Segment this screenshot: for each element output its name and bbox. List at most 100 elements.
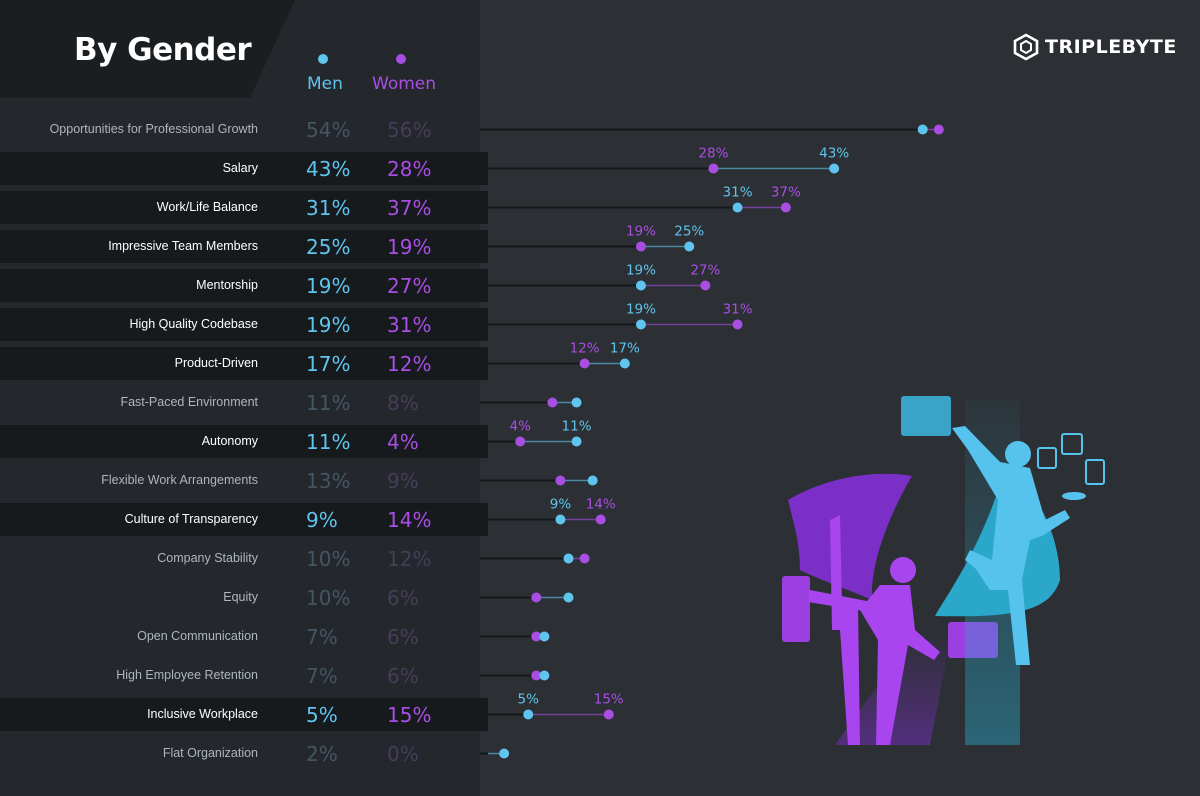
- table-row: Fast-Paced Environment 11% 8%: [0, 386, 488, 419]
- row-label: Fast-Paced Environment: [120, 395, 258, 409]
- women-value: 0%: [387, 742, 419, 766]
- women-value: 8%: [387, 391, 419, 415]
- table-row: Culture of Transparency 9% 14%: [0, 503, 488, 536]
- men-dot: [539, 631, 550, 642]
- brand-name: TRIPLEBYTE: [1045, 36, 1177, 58]
- row-list: Opportunities for Professional Growth 54%…: [0, 0, 488, 766]
- women-data-label: 37%: [771, 185, 801, 201]
- women-value: 37%: [387, 196, 432, 220]
- women-dot: [515, 436, 526, 447]
- men-value: 10%: [306, 586, 351, 610]
- row-label: Inclusive Workplace: [147, 707, 258, 721]
- illustration: [782, 396, 1105, 745]
- women-dot: [531, 670, 542, 681]
- women-dot: [708, 163, 719, 174]
- women-dot: [635, 241, 646, 252]
- table-row: Company Stability 10% 12%: [0, 542, 488, 575]
- women-value: 14%: [387, 508, 432, 532]
- table-row: Flat Organization 2% 0%: [0, 737, 488, 770]
- table-row: Impressive Team Members 25% 19%: [0, 230, 488, 263]
- women-data-label: 14%: [586, 497, 616, 513]
- women-dot: [700, 280, 711, 291]
- men-value: 5%: [306, 703, 338, 727]
- women-value: 15%: [387, 703, 432, 727]
- women-value: 19%: [387, 235, 432, 259]
- row-label: High Employee Retention: [116, 668, 258, 682]
- women-dot: [531, 592, 542, 603]
- men-value: 25%: [306, 235, 351, 259]
- legend-men-label: Men: [307, 74, 343, 94]
- row-label: Equity: [223, 590, 258, 604]
- men-dot: [587, 475, 598, 486]
- row-label: High Quality Codebase: [129, 317, 258, 331]
- women-value: 31%: [387, 313, 432, 337]
- row-label: Open Communication: [137, 629, 258, 643]
- table-row: High Employee Retention 7% 6%: [0, 659, 488, 692]
- table-row: Mentorship 19% 27%: [0, 269, 488, 302]
- women-value: 12%: [387, 547, 432, 571]
- table-row: Open Communication 7% 6%: [0, 620, 488, 653]
- men-value: 9%: [306, 508, 338, 532]
- page-title: By Gender: [74, 32, 252, 68]
- men-dot: [563, 553, 574, 564]
- men-data-label: 19%: [626, 263, 656, 279]
- row-label: Impressive Team Members: [108, 239, 258, 253]
- row-label: Salary: [222, 161, 258, 175]
- women-dot: [547, 397, 558, 408]
- women-data-label: 15%: [594, 692, 624, 708]
- row-label: Company Stability: [157, 551, 258, 565]
- row-label: Autonomy: [201, 434, 258, 448]
- brand-logo: TRIPLEBYTE: [1013, 32, 1177, 62]
- men-value: 10%: [306, 547, 351, 571]
- legend-men-dot: [318, 54, 328, 64]
- men-dot: [635, 319, 646, 330]
- triplebyte-icon: [1013, 33, 1039, 61]
- men-data-label: 11%: [562, 419, 592, 435]
- women-value: 6%: [387, 586, 419, 610]
- women-value: 6%: [387, 664, 419, 688]
- men-data-label: 9%: [550, 497, 572, 513]
- table-row: Work/Life Balance 31% 37%: [0, 191, 488, 224]
- row-label: Flat Organization: [162, 746, 258, 760]
- women-dot: [732, 319, 743, 330]
- women-dot: [579, 358, 590, 369]
- men-value: 7%: [306, 664, 338, 688]
- row-label: Opportunities for Professional Growth: [49, 122, 258, 136]
- men-dot: [571, 436, 582, 447]
- men-dot: [523, 709, 534, 720]
- header-band: [0, 0, 295, 98]
- men-dot: [571, 397, 582, 408]
- women-value: 9%: [387, 469, 419, 493]
- women-dot: [603, 709, 614, 720]
- men-value: 13%: [306, 469, 351, 493]
- men-data-label: 43%: [819, 146, 849, 162]
- women-value: 12%: [387, 352, 432, 376]
- table-panel: [0, 0, 480, 796]
- row-label: Mentorship: [196, 278, 258, 292]
- row-label: Work/Life Balance: [156, 200, 258, 214]
- men-value: 2%: [306, 742, 338, 766]
- men-dot: [563, 592, 574, 603]
- table-row: Inclusive Workplace 5% 15%: [0, 698, 488, 731]
- women-value: 28%: [387, 157, 432, 181]
- men-value: 11%: [306, 430, 351, 454]
- women-data-label: 27%: [690, 263, 720, 279]
- women-value: 4%: [387, 430, 419, 454]
- men-value: 31%: [306, 196, 351, 220]
- table-row: Autonomy 11% 4%: [0, 425, 488, 458]
- men-dot: [917, 124, 928, 135]
- men-dot: [635, 280, 646, 291]
- women-dot: [579, 553, 590, 564]
- women-value: 27%: [387, 274, 432, 298]
- table-row: Salary 43% 28%: [0, 152, 488, 185]
- men-value: 17%: [306, 352, 351, 376]
- row-label: Product-Driven: [174, 356, 258, 370]
- women-dot: [933, 124, 944, 135]
- men-value: 19%: [306, 313, 351, 337]
- women-dot: [780, 202, 791, 213]
- men-data-label: 17%: [610, 341, 640, 357]
- man-figure: [901, 396, 1105, 745]
- table-row: Opportunities for Professional Growth 54%…: [0, 113, 488, 146]
- women-data-label: 12%: [570, 341, 600, 357]
